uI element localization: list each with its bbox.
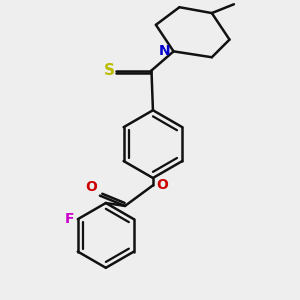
Text: S: S (104, 63, 115, 78)
Text: N: N (159, 44, 171, 58)
Text: O: O (157, 178, 168, 192)
Text: O: O (85, 180, 97, 194)
Text: F: F (65, 212, 74, 226)
